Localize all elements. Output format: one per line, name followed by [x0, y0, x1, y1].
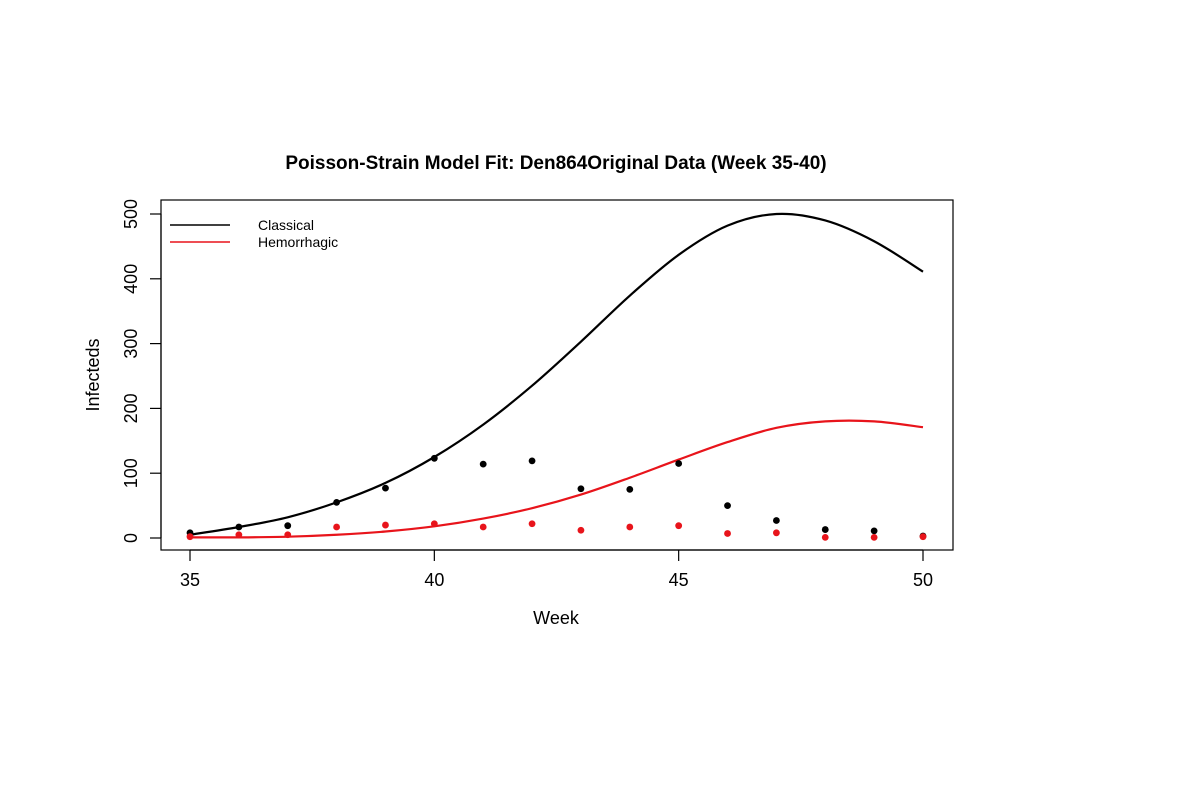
data-point-hemorrhagic [284, 531, 292, 539]
data-point-hemorrhagic [382, 521, 389, 529]
y-axis-label: Infecteds [83, 338, 103, 411]
data-point-classical [382, 484, 389, 492]
data-point-classical [724, 502, 731, 509]
legend-label-hemorrhagic: Hemorrhagic [258, 234, 338, 250]
y-tick-label: 500 [121, 199, 141, 229]
data-point-classical [479, 460, 487, 468]
x-tick-label: 35 [180, 570, 200, 590]
x-axis-label: Week [533, 608, 580, 628]
data-point-classical [577, 485, 585, 493]
plot-frame [160, 199, 954, 551]
data-point-hemorrhagic [724, 530, 731, 537]
data-point-classical [870, 527, 878, 535]
data-point-hemorrhagic [235, 531, 243, 539]
data-point-hemorrhagic [430, 520, 438, 528]
data-point-hemorrhagic [577, 526, 585, 534]
y-axis: 0 100 200 300 400 500 [121, 199, 162, 543]
y-tick-label: 400 [121, 264, 141, 294]
data-point-hemorrhagic [919, 533, 927, 541]
data-point-classical [626, 486, 634, 493]
data-point-hemorrhagic [821, 533, 829, 541]
legend-label-classical: Classical [258, 217, 314, 233]
fit-line-classical [189, 212, 924, 536]
data-point-classical [528, 457, 536, 465]
data-point-classical [430, 454, 438, 462]
x-tick-label: 45 [669, 570, 689, 590]
y-tick-label: 300 [121, 329, 141, 359]
data-point-hemorrhagic [528, 520, 536, 528]
series-lines [189, 212, 924, 539]
y-tick-label: 100 [121, 458, 141, 488]
y-tick-label: 0 [121, 533, 141, 543]
data-point-classical [284, 522, 292, 530]
x-tick-label: 40 [424, 570, 444, 590]
data-point-hemorrhagic [626, 523, 634, 531]
data-point-classical [773, 517, 780, 524]
data-point-hemorrhagic [186, 533, 194, 541]
data-point-hemorrhagic [773, 529, 780, 537]
x-axis: 35 40 45 50 [180, 549, 933, 590]
data-point-hemorrhagic [675, 522, 683, 530]
data-point-hemorrhagic [870, 533, 878, 541]
data-point-classical [235, 523, 243, 531]
data-point-hemorrhagic [333, 523, 340, 531]
y-tick-label: 200 [121, 393, 141, 423]
data-point-classical [333, 498, 340, 506]
data-point-classical [821, 526, 829, 533]
series-points [186, 454, 927, 541]
data-point-classical [675, 460, 683, 467]
fit-line-hemorrhagic [189, 419, 924, 539]
data-point-hemorrhagic [479, 523, 487, 531]
chart-title: Poisson-Strain Model Fit: Den864Original… [285, 153, 826, 174]
x-tick-label: 50 [913, 570, 933, 590]
